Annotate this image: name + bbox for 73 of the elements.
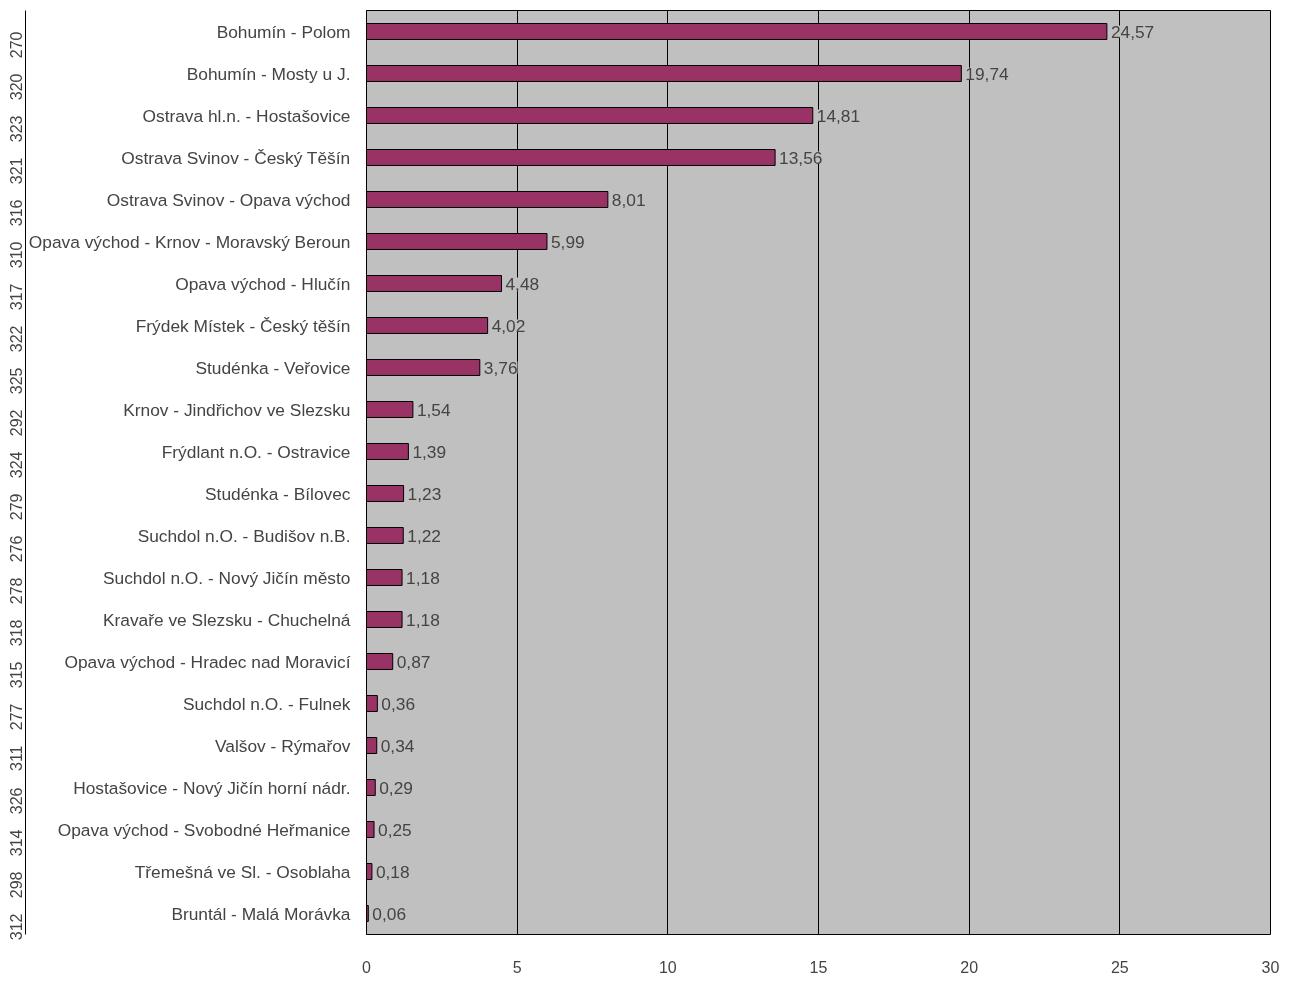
- y-tick-label: Suchdol n.O. - Budišov n.B.: [137, 525, 351, 546]
- y-tick-label: Hostašovice - Nový Jičín horní nádr.: [73, 777, 351, 798]
- data-label: 8,01: [611, 189, 646, 210]
- y-tick-label: Suchdol n.O. - Nový Jičín město: [103, 567, 351, 588]
- data-label: 1,18: [406, 567, 440, 588]
- text: 320: [7, 73, 25, 101]
- data-label: 4,02: [491, 315, 526, 336]
- data-label: 5,99: [551, 231, 585, 252]
- y-tick-label: Opava východ - Hradec nad Moravicí: [64, 651, 351, 672]
- data-label: 24,57: [1110, 21, 1155, 42]
- data-label: 0,34: [380, 735, 415, 756]
- data-label: 0,87: [396, 651, 431, 672]
- y-tick-label: Opava východ - Svobodné Heřmanice: [57, 819, 351, 840]
- text: 298: [7, 871, 25, 899]
- text: 315: [7, 661, 25, 689]
- x-tick-label: 10: [658, 958, 677, 976]
- data-label: 1,23: [407, 483, 442, 504]
- y-tick-label: Opava východ - Krnov - Moravský Beroun: [28, 231, 351, 252]
- y-tick-label: Kravaře ve Slezsku - Chuchelná: [102, 609, 351, 630]
- y-tick-label: Krnov - Jindřichov ve Slezsku: [123, 399, 351, 420]
- text: 310: [7, 241, 25, 269]
- y-tick-label: Ostrava hl.n. - Hostašovice: [142, 105, 351, 126]
- text: 277: [7, 703, 25, 731]
- y-tick-label: Frýdek Místek - Český těšín: [135, 315, 351, 336]
- data-label: 19,74: [965, 63, 1010, 84]
- x-tick-label: 0: [362, 958, 372, 976]
- text: 323: [7, 115, 25, 143]
- data-label: 1,39: [412, 441, 447, 462]
- text: 314: [7, 829, 25, 857]
- text: 324: [7, 451, 25, 479]
- x-tick-label: 20: [960, 958, 979, 976]
- text: 311: [7, 745, 25, 772]
- x-tick-label: 25: [1110, 958, 1129, 976]
- y-tick-label: Ostrava Svinov - Opava východ: [106, 189, 351, 210]
- data-label: 3,76: [483, 357, 518, 378]
- data-label: 0,18: [375, 861, 410, 882]
- text: 278: [7, 577, 25, 605]
- y-tick-label: Bohumín - Mosty u J.: [186, 63, 351, 84]
- data-label: 13,56: [779, 147, 823, 168]
- y-tick-label: Studénka - Veřovice: [195, 357, 351, 378]
- data-label: 0,29: [379, 777, 413, 798]
- text: 276: [7, 535, 25, 563]
- data-label: 0,36: [381, 693, 416, 714]
- y-tick-label: Ostrava Svinov - Český Těšín: [121, 147, 351, 168]
- data-label: 0,06: [372, 903, 407, 924]
- text: 326: [7, 787, 25, 815]
- x-tick-label: 15: [809, 958, 828, 976]
- data-label: 14,81: [816, 105, 861, 126]
- text: 317: [7, 283, 25, 311]
- y-tick-label: Suchdol n.O. - Fulnek: [182, 693, 351, 714]
- y-tick-label: Studénka - Bílovec: [205, 483, 351, 504]
- data-label: 0,25: [378, 819, 412, 840]
- y-tick-label: Třemešná ve Sl. - Osoblaha: [134, 861, 351, 882]
- data-label: 4,48: [505, 273, 540, 294]
- text: 325: [7, 367, 25, 395]
- y-tick-label: Frýdlant n.O. - Ostravice: [161, 441, 351, 462]
- text: 292: [7, 409, 25, 437]
- text: 279: [7, 493, 25, 521]
- y-tick-label: Opava východ - Hlučín: [175, 273, 351, 294]
- text: 318: [7, 619, 25, 647]
- y-tick-label: Bohumín - Polom: [216, 21, 351, 42]
- text: 316: [7, 199, 25, 227]
- x-tick-label: 5: [512, 958, 522, 976]
- x-tick-label: 30: [1261, 958, 1280, 976]
- text: 312: [7, 913, 25, 941]
- y-tick-label: Valšov - Rýmařov: [215, 735, 351, 756]
- text: 321: [7, 157, 25, 185]
- text: 322: [7, 325, 25, 353]
- data-label: 1,22: [407, 525, 441, 546]
- data-label: 1,18: [406, 609, 440, 630]
- text: 270: [7, 31, 25, 59]
- data-label: 1,54: [416, 399, 451, 420]
- y-tick-label: Bruntál - Malá Morávka: [171, 903, 351, 924]
